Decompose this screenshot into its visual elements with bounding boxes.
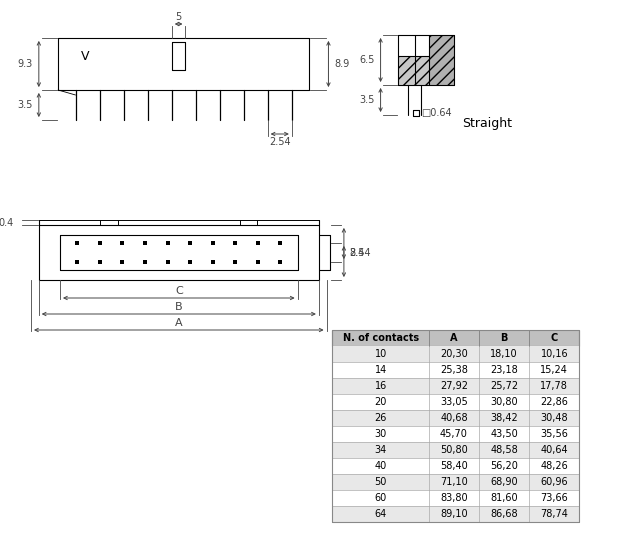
Text: 26: 26 (374, 413, 387, 423)
Bar (429, 35, 454, 85)
Text: 9.3: 9.3 (18, 59, 33, 69)
Bar (332, 378, 580, 394)
Text: 10,16: 10,16 (541, 349, 568, 359)
Text: 30,80: 30,80 (490, 397, 518, 407)
Text: C: C (551, 333, 558, 343)
Text: 45,70: 45,70 (440, 429, 468, 439)
Text: 10: 10 (374, 349, 387, 359)
Text: 8.4: 8.4 (350, 247, 365, 257)
Bar (332, 442, 580, 458)
Text: N. of contacts: N. of contacts (342, 333, 418, 343)
Text: 23,18: 23,18 (490, 365, 518, 375)
Text: 20: 20 (374, 397, 387, 407)
Text: 40: 40 (374, 461, 387, 471)
Bar (332, 346, 580, 362)
Text: 56,20: 56,20 (490, 461, 518, 471)
Text: 5: 5 (175, 12, 182, 22)
Bar (332, 426, 580, 442)
Text: 86,68: 86,68 (490, 509, 518, 519)
Text: 3.5: 3.5 (360, 95, 374, 105)
Text: 27,92: 27,92 (440, 381, 468, 391)
Bar (332, 474, 580, 490)
Text: 64: 64 (374, 509, 387, 519)
Text: 15,24: 15,24 (541, 365, 569, 375)
Text: 50,80: 50,80 (440, 445, 468, 455)
Text: 48,58: 48,58 (490, 445, 518, 455)
Text: B: B (175, 302, 183, 312)
Text: 78,74: 78,74 (541, 509, 569, 519)
Text: 6.5: 6.5 (360, 55, 374, 65)
Text: 50: 50 (374, 477, 387, 487)
Text: 35,56: 35,56 (541, 429, 569, 439)
Bar (332, 394, 580, 410)
Text: Straight: Straight (462, 116, 511, 129)
Text: 30: 30 (374, 429, 387, 439)
Text: A: A (450, 333, 458, 343)
Text: B: B (500, 333, 508, 343)
Text: 89,10: 89,10 (440, 509, 467, 519)
Bar (332, 362, 580, 378)
Text: 22,86: 22,86 (541, 397, 569, 407)
Text: 34: 34 (374, 445, 387, 455)
Text: 18,10: 18,10 (490, 349, 518, 359)
Text: 20,30: 20,30 (440, 349, 468, 359)
Text: 60: 60 (374, 493, 387, 503)
Text: 2.54: 2.54 (350, 247, 371, 257)
Text: 25,72: 25,72 (490, 381, 518, 391)
Text: 16: 16 (374, 381, 387, 391)
Bar (332, 410, 580, 426)
Text: 68,90: 68,90 (490, 477, 518, 487)
Bar (332, 490, 580, 506)
Text: 3.5: 3.5 (17, 100, 33, 110)
Text: 0.4: 0.4 (0, 217, 14, 227)
Text: 17,78: 17,78 (541, 381, 569, 391)
Text: A: A (175, 318, 183, 328)
Text: □0.64: □0.64 (422, 108, 452, 118)
Text: 71,10: 71,10 (440, 477, 468, 487)
Text: 40,68: 40,68 (440, 413, 467, 423)
Text: 38,42: 38,42 (490, 413, 518, 423)
Text: V: V (81, 50, 89, 62)
Text: 81,60: 81,60 (490, 493, 518, 503)
Text: 48,26: 48,26 (541, 461, 568, 471)
Text: 8.9: 8.9 (334, 59, 350, 69)
Bar (332, 458, 580, 474)
Text: 14: 14 (374, 365, 387, 375)
Bar (398, 56, 429, 85)
Text: 58,40: 58,40 (440, 461, 468, 471)
Text: 2.54: 2.54 (269, 137, 291, 147)
Bar (332, 506, 580, 522)
Text: 30,48: 30,48 (541, 413, 568, 423)
Bar (332, 330, 580, 346)
Text: 40,64: 40,64 (541, 445, 568, 455)
Text: C: C (175, 286, 183, 296)
Text: 60,96: 60,96 (541, 477, 568, 487)
Text: 83,80: 83,80 (440, 493, 467, 503)
Text: 25,38: 25,38 (440, 365, 468, 375)
Text: 73,66: 73,66 (541, 493, 568, 503)
Text: 43,50: 43,50 (490, 429, 518, 439)
Text: 33,05: 33,05 (440, 397, 468, 407)
